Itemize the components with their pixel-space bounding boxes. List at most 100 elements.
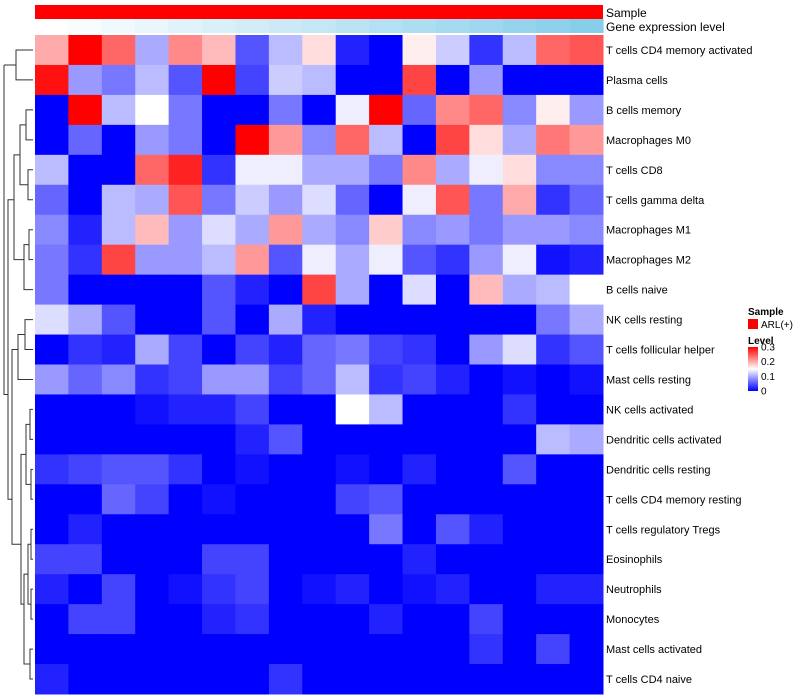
heatmap-cell [35, 574, 69, 605]
heatmap-cell [168, 604, 203, 635]
heatmap-cell [35, 154, 69, 186]
legend-level-title: Level [748, 336, 774, 347]
heatmap-cell [369, 574, 404, 605]
heatmap-cell [68, 274, 103, 306]
heatmap-cell [469, 364, 504, 395]
heatmap-cell [302, 364, 337, 395]
heatmap-cell [101, 64, 136, 96]
row-labels: T cells CD4 memory activated Plasma cells… [606, 45, 753, 686]
heatmap-cell [68, 604, 103, 635]
heatmap-cell [536, 574, 571, 605]
heatmap-cell [302, 394, 337, 425]
heatmap-cell [202, 664, 236, 695]
heatmap-cell [369, 544, 404, 575]
heatmap-cell [335, 64, 370, 96]
heatmap-cell [235, 154, 270, 186]
heatmap-cell [168, 304, 203, 336]
heatmap-cell [35, 514, 69, 545]
heatmap-cell [68, 334, 103, 365]
heatmap-cell [202, 394, 236, 425]
heatmap-cell [168, 394, 203, 425]
heatmap-cell [502, 214, 537, 246]
heatmap-cell [202, 154, 236, 186]
heatmap-cell [168, 35, 203, 66]
gene-expression-cell [135, 19, 170, 33]
heatmap-cell [469, 634, 504, 665]
heatmap-cell [68, 424, 103, 455]
heatmap-cell [369, 364, 404, 395]
heatmap-cell [68, 154, 103, 186]
heatmap-cell [435, 304, 470, 336]
heatmap-cell [168, 664, 203, 695]
heatmap-cell [536, 304, 571, 336]
heatmap-cell [268, 214, 303, 246]
heatmap-cell [35, 214, 69, 246]
heatmap-cell [569, 604, 604, 635]
heatmap-cell [502, 274, 537, 306]
heatmap-cell [302, 154, 337, 186]
heatmap-cell [369, 514, 404, 545]
heatmap-cell [569, 94, 604, 126]
gene-expression-cell [68, 19, 103, 33]
heatmap-cell [302, 214, 337, 246]
heatmap-cell [68, 544, 103, 575]
gene-expression-cell [435, 19, 470, 33]
heatmap-cell [68, 304, 103, 336]
row-label: Monocytes [606, 614, 660, 626]
row-label: T cells gamma delta [606, 195, 705, 207]
heatmap-cell [268, 634, 303, 665]
heatmap-cell [536, 184, 571, 216]
heatmap-cell [569, 124, 604, 156]
heatmap-cell [235, 634, 270, 665]
heatmap-cell [469, 574, 504, 605]
heatmap-cell [168, 154, 203, 186]
heatmap-cell [369, 94, 404, 126]
legend-level-colorbar [748, 347, 758, 391]
heatmap-cell [268, 274, 303, 306]
heatmap-cell [469, 664, 504, 695]
heatmap-cell [536, 94, 571, 126]
heatmap-cell [268, 484, 303, 515]
heatmap-cell [135, 454, 170, 485]
heatmap-cell [101, 244, 136, 276]
heatmap-cell [135, 154, 170, 186]
heatmap-cell [435, 364, 470, 395]
gene-expression-cell [168, 19, 203, 33]
heatmap-cell [435, 634, 470, 665]
heatmap-cell [469, 35, 504, 66]
heatmap-cell [68, 574, 103, 605]
row-label: Macrophages M1 [606, 225, 691, 237]
heatmap-cell [35, 124, 69, 156]
heatmap-cell [35, 334, 69, 365]
heatmap-cell [302, 514, 337, 545]
heatmap-cell [68, 214, 103, 246]
heatmap-cell [135, 64, 170, 96]
heatmap-cell [168, 574, 203, 605]
heatmap-cell [536, 454, 571, 485]
heatmap-cell [101, 124, 136, 156]
sample-annotation-label: Sample [606, 6, 647, 20]
legend: Sample ARL(+) Level 0.3 0.2 0.1 0 [748, 307, 793, 398]
gene-expression-annotation-label: Gene expression level [606, 20, 725, 34]
heatmap-cell [202, 574, 236, 605]
heatmap-cell [101, 364, 136, 395]
heatmap-cell [168, 274, 203, 306]
heatmap-cell [402, 244, 437, 276]
heatmap-cell [101, 664, 136, 695]
gene-expression-cell [335, 19, 370, 33]
heatmap-cell [335, 514, 370, 545]
heatmap-cell [335, 35, 370, 66]
heatmap-cell [402, 364, 437, 395]
gene-expression-cell [302, 19, 337, 33]
heatmap-cell [101, 574, 136, 605]
heatmap-cell [235, 364, 270, 395]
heatmap-cell [435, 334, 470, 365]
heatmap-cell [68, 64, 103, 96]
heatmap-cell [502, 64, 537, 96]
heatmap-cell [402, 35, 437, 66]
heatmap-cell [402, 424, 437, 455]
heatmap-cell [68, 244, 103, 276]
heatmap-cell [202, 184, 236, 216]
heatmap-cell [435, 124, 470, 156]
heatmap-cell [536, 484, 571, 515]
